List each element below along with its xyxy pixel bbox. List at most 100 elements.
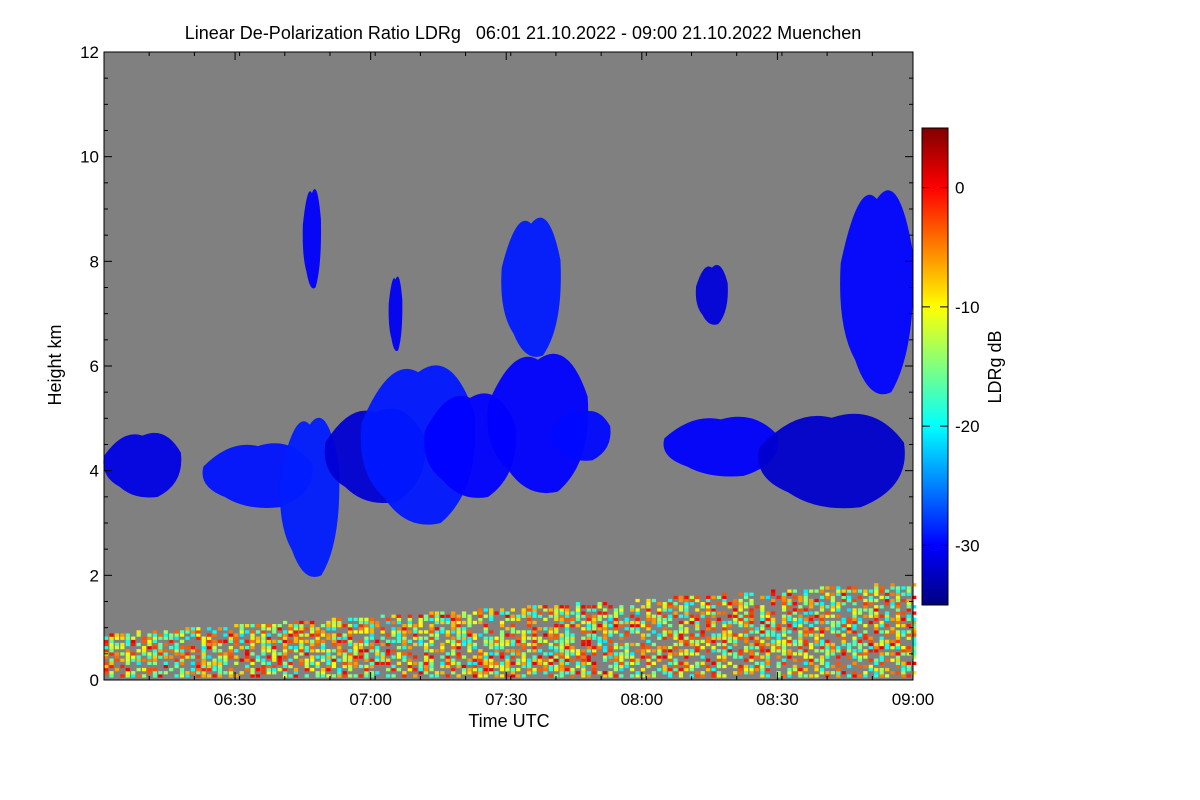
boundary-layer-cell xyxy=(331,633,336,637)
boundary-layer-cell xyxy=(554,636,559,640)
boundary-layer-cell xyxy=(852,614,857,618)
boundary-layer-cell xyxy=(131,642,136,647)
boundary-layer-cell xyxy=(282,664,288,669)
boundary-layer-cell xyxy=(830,598,835,603)
boundary-layer-cell xyxy=(895,636,901,640)
boundary-layer-cell xyxy=(765,652,770,656)
boundary-layer-cell xyxy=(337,639,342,644)
boundary-layer-cell xyxy=(613,652,619,656)
boundary-layer-cell xyxy=(901,598,906,603)
boundary-layer-cell xyxy=(706,639,711,644)
boundary-layer-cell xyxy=(814,589,819,593)
boundary-layer-cell xyxy=(272,652,277,656)
boundary-layer-cell xyxy=(559,649,564,653)
boundary-layer-cell xyxy=(830,627,835,631)
boundary-layer-cell xyxy=(640,645,646,650)
boundary-layer-cell xyxy=(196,671,201,675)
boundary-layer-cell xyxy=(825,627,830,631)
boundary-layer-cell xyxy=(830,620,835,625)
boundary-layer-cell xyxy=(212,645,217,650)
boundary-layer-cell xyxy=(429,667,434,672)
boundary-layer-cell xyxy=(803,602,808,606)
boundary-layer-cell xyxy=(879,620,884,625)
boundary-layer-cell xyxy=(201,636,206,640)
boundary-layer-cell xyxy=(282,636,288,640)
boundary-layer-cell xyxy=(554,664,559,669)
boundary-layer-cell xyxy=(548,674,553,678)
boundary-layer-cell xyxy=(695,598,700,603)
boundary-layer-cell xyxy=(662,671,667,675)
boundary-layer-cell xyxy=(836,633,841,637)
boundary-layer-cell xyxy=(749,630,754,634)
boundary-layer-cell xyxy=(483,671,488,675)
boundary-layer-cell xyxy=(874,645,879,650)
boundary-layer-cell xyxy=(825,649,830,653)
boundary-layer-cell xyxy=(564,658,570,662)
boundary-layer-cell xyxy=(559,636,564,640)
boundary-layer-cell xyxy=(781,602,787,606)
boundary-layer-cell xyxy=(456,642,461,647)
boundary-layer-cell xyxy=(689,620,694,625)
boundary-layer-cell xyxy=(467,645,472,650)
boundary-layer-cell xyxy=(163,642,168,647)
boundary-layer-cell xyxy=(402,652,407,656)
boundary-layer-cell xyxy=(120,642,125,647)
boundary-layer-cell xyxy=(483,652,488,656)
boundary-layer-cell xyxy=(874,586,879,590)
boundary-layer-cell xyxy=(602,624,608,628)
boundary-layer-cell xyxy=(662,664,667,669)
boundary-layer-cell xyxy=(380,636,385,640)
boundary-layer-cell xyxy=(483,636,488,640)
boundary-layer-cell xyxy=(272,649,277,653)
boundary-layer-cell xyxy=(179,674,185,678)
boundary-layer-cell xyxy=(608,671,613,675)
boundary-layer-cell xyxy=(863,608,868,612)
boundary-layer-cell xyxy=(434,636,440,640)
boundary-layer-cell xyxy=(548,645,553,650)
boundary-layer-cell xyxy=(760,605,765,609)
colorbar-tick-label: 0 xyxy=(955,179,964,198)
boundary-layer-cell xyxy=(527,611,532,615)
boundary-layer-cell xyxy=(293,633,299,637)
boundary-layer-cell xyxy=(814,658,819,662)
boundary-layer-cell xyxy=(814,636,819,640)
boundary-layer-cell xyxy=(418,642,423,647)
boundary-layer-cell xyxy=(196,636,201,640)
boundary-layer-cell xyxy=(662,667,667,672)
boundary-layer-cell xyxy=(451,645,456,650)
boundary-layer-cell xyxy=(505,649,510,653)
boundary-layer-cell xyxy=(912,627,917,631)
boundary-layer-cell xyxy=(597,602,602,606)
boundary-layer-cell xyxy=(169,633,174,637)
boundary-layer-cell xyxy=(630,642,635,647)
boundary-layer-cell xyxy=(630,661,635,665)
boundary-layer-cell xyxy=(792,602,797,606)
boundary-layer-cell xyxy=(196,630,201,634)
boundary-layer-cell xyxy=(722,642,727,647)
boundary-layer-cell xyxy=(386,667,391,672)
boundary-layer-cell xyxy=(570,674,575,678)
boundary-layer-cell xyxy=(678,652,684,656)
boundary-layer-cell xyxy=(570,652,575,656)
boundary-layer-cell xyxy=(884,639,890,644)
boundary-layer-cell xyxy=(169,639,174,644)
boundary-layer-cell xyxy=(836,667,841,672)
boundary-layer-cell xyxy=(277,667,282,672)
boundary-layer-cell xyxy=(402,642,407,647)
boundary-layer-cell xyxy=(640,674,646,678)
boundary-layer-cell xyxy=(320,630,326,634)
boundary-layer-cell xyxy=(733,636,738,640)
boundary-layer-cell xyxy=(282,642,288,647)
boundary-layer-cell xyxy=(624,620,629,625)
boundary-layer-cell xyxy=(494,674,499,678)
boundary-layer-cell xyxy=(104,642,109,647)
boundary-layer-cell xyxy=(358,674,364,678)
boundary-layer-cell xyxy=(760,627,765,631)
boundary-layer-cell xyxy=(863,592,868,596)
boundary-layer-cell xyxy=(819,605,825,609)
boundary-layer-cell xyxy=(402,645,407,650)
boundary-layer-cell xyxy=(141,658,147,662)
boundary-layer-cell xyxy=(234,624,239,628)
boundary-layer-cell xyxy=(722,655,727,659)
